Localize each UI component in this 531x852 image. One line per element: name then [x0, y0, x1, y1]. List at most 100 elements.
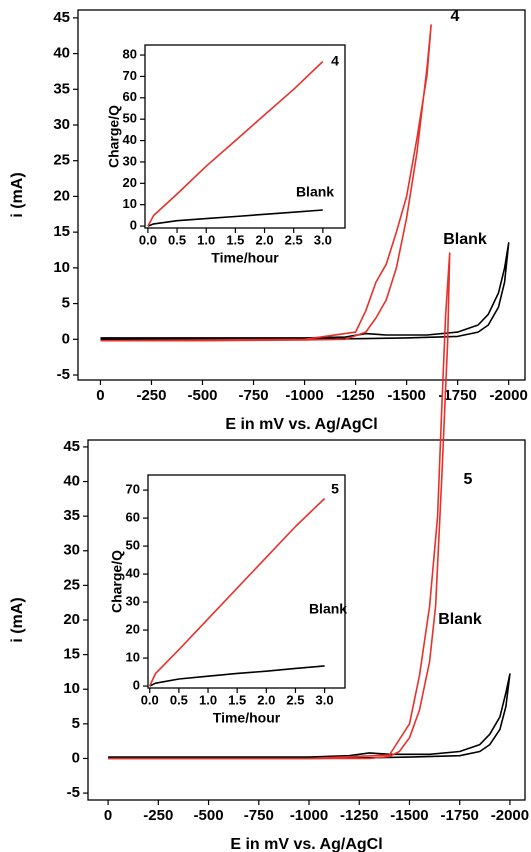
x-axis-label: Time/hour: [213, 710, 281, 726]
y-tick-label: 0: [62, 330, 70, 347]
y-tick-label: 45: [53, 9, 70, 26]
y-tick-label: 40: [63, 473, 80, 490]
x-axis-label: E in mV vs. Ag/AgCl: [230, 836, 382, 852]
inset-background: [145, 45, 345, 228]
y-tick-label: 60: [126, 510, 140, 525]
y-tick-label: 20: [63, 611, 80, 628]
y-tick-label: 10: [63, 680, 80, 697]
x-tick-label: 0: [96, 387, 104, 404]
y-axis-label: i (mA): [9, 597, 26, 642]
plot-frame: [147, 474, 346, 689]
y-tick-label: 40: [123, 132, 137, 147]
x-tick-label: 0.0: [141, 692, 159, 707]
plot-frame: [77, 9, 526, 381]
x-tick-label: 1.5: [226, 232, 244, 247]
data-line: [108, 252, 451, 760]
data-line: [147, 60, 324, 227]
y-tick-label: 15: [63, 646, 80, 663]
x-tick-label: -1000: [290, 807, 328, 824]
x-tick-label: -1000: [285, 387, 323, 404]
series-label: 4: [451, 8, 460, 25]
series-label: Blank: [438, 611, 482, 628]
y-tick-label: -5: [57, 366, 70, 383]
x-tick-label: 2.5: [286, 692, 304, 707]
y-tick-label: 70: [123, 68, 137, 83]
x-tick-label: -750: [239, 387, 269, 404]
y-tick-label: -5: [67, 784, 80, 801]
series-label: 5: [464, 471, 473, 488]
y-tick-label: 10: [126, 649, 140, 664]
data-line: [149, 665, 325, 687]
y-tick-label: 0: [133, 677, 140, 692]
y-axis-label: Charge/Q: [106, 105, 122, 168]
data-line: [108, 673, 511, 760]
plot-frame: [144, 44, 346, 229]
x-tick-label: 2.0: [255, 232, 273, 247]
x-tick-label: 2.5: [285, 232, 303, 247]
x-tick-label: 1.0: [199, 692, 217, 707]
y-tick-label: 30: [123, 153, 137, 168]
y-tick-label: 70: [126, 482, 140, 497]
y-tick-label: 15: [53, 223, 70, 240]
x-tick-label: -1750: [441, 807, 479, 824]
x-axis-label: Time/hour: [211, 250, 279, 266]
x-tick-label: 0: [104, 807, 112, 824]
y-axis-label: Charge/Q: [109, 550, 125, 613]
series-label: Blank: [309, 601, 347, 617]
x-axis-label: E in mV vs. Ag/AgCl: [225, 416, 377, 433]
y-tick-label: 45: [63, 438, 80, 455]
y-tick-label: 20: [123, 175, 137, 190]
y-tick-label: 10: [123, 196, 137, 211]
y-tick-label: 10: [53, 259, 70, 276]
x-tick-label: 1.5: [228, 692, 246, 707]
x-tick-label: -250: [136, 387, 166, 404]
x-tick-label: 0.5: [168, 232, 186, 247]
y-tick-label: 80: [123, 46, 137, 61]
y-tick-label: 30: [53, 116, 70, 133]
x-tick-label: 3.0: [316, 692, 334, 707]
x-tick-label: 0.0: [139, 232, 157, 247]
y-tick-label: 20: [126, 621, 140, 636]
y-tick-label: 30: [126, 594, 140, 609]
x-tick-label: -1750: [438, 387, 476, 404]
y-tick-label: 50: [126, 538, 140, 553]
y-tick-label: 25: [53, 152, 70, 169]
y-tick-label: 30: [63, 542, 80, 559]
y-tick-label: 0: [130, 218, 137, 233]
y-tick-label: 40: [53, 45, 70, 62]
data-line: [100, 242, 510, 341]
series-label: 5: [331, 481, 339, 497]
x-tick-label: 1.0: [197, 232, 215, 247]
x-tick-label: 3.0: [314, 232, 332, 247]
y-tick-label: 35: [53, 80, 70, 97]
y-tick-label: 60: [123, 89, 137, 104]
series-label: Blank: [443, 231, 487, 248]
y-tick-label: 35: [63, 507, 80, 524]
y-tick-label: 40: [126, 566, 140, 581]
x-tick-label: 0.5: [170, 692, 188, 707]
x-tick-label: -250: [143, 807, 173, 824]
x-tick-label: -500: [194, 807, 224, 824]
x-tick-label: -750: [244, 807, 274, 824]
y-axis-label: i (mA): [9, 172, 26, 217]
x-tick-label: -1250: [340, 807, 378, 824]
x-tick-label: -1500: [390, 807, 428, 824]
data-line: [100, 24, 432, 342]
y-tick-label: 5: [62, 295, 70, 312]
y-tick-label: 50: [123, 111, 137, 126]
x-tick-label: -1500: [387, 387, 425, 404]
x-tick-label: -2000: [491, 807, 529, 824]
y-tick-label: 0: [72, 749, 80, 766]
y-tick-label: 20: [53, 187, 70, 204]
y-tick-label: 25: [63, 576, 80, 593]
y-tick-label: 5: [72, 715, 80, 732]
data-line: [148, 497, 326, 687]
x-tick-label: -2000: [489, 387, 527, 404]
series-label: Blank: [296, 184, 334, 200]
x-tick-label: -500: [187, 387, 217, 404]
data-line: [147, 209, 323, 227]
series-label: 4: [331, 53, 339, 69]
x-tick-label: 2.0: [257, 692, 275, 707]
x-tick-label: -1250: [336, 387, 374, 404]
